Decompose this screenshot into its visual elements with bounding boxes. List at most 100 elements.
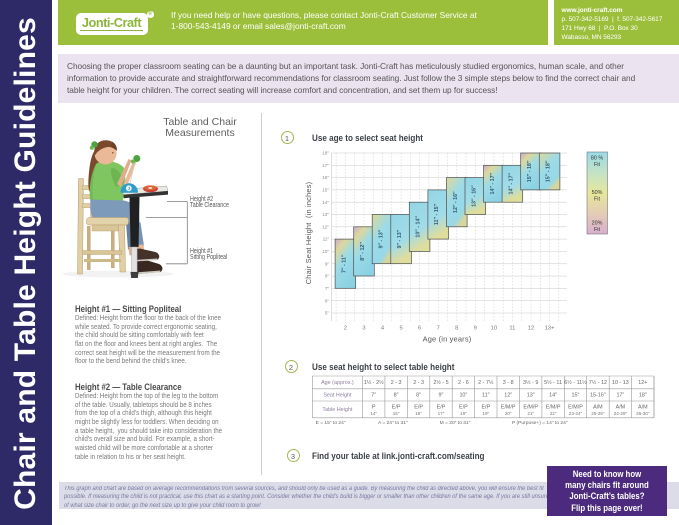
svg-text:17″: 17″ — [616, 393, 624, 399]
svg-text:14″: 14″ — [322, 200, 329, 205]
svg-text:3 - 8: 3 - 8 — [503, 380, 514, 386]
svg-text:E = 15″ to 24″: E = 15″ to 24″ — [316, 420, 346, 426]
svg-text:17″: 17″ — [322, 163, 329, 168]
svg-text:A = 24″ to 31″: A = 24″ to 31″ — [378, 420, 408, 426]
svg-text:6: 6 — [418, 326, 421, 332]
svg-text:13+: 13+ — [545, 326, 555, 332]
svg-text:7″: 7″ — [325, 286, 330, 291]
svg-text:17″: 17″ — [438, 411, 445, 416]
svg-text:E/M/P: E/M/P — [501, 405, 516, 411]
svg-text:A/M: A/M — [616, 405, 626, 411]
svg-text:E/P: E/P — [481, 405, 490, 411]
svg-text:19″: 19″ — [482, 411, 489, 416]
svg-text:23-24″: 23-24″ — [569, 411, 583, 416]
svg-text:13″: 13″ — [527, 393, 535, 399]
svg-text:11″: 11″ — [323, 237, 330, 242]
svg-text:8″: 8″ — [416, 393, 421, 399]
svg-text:50%: 50% — [592, 190, 603, 196]
svg-text:80 %: 80 % — [591, 156, 603, 162]
svg-text:18″: 18″ — [460, 411, 467, 416]
svg-text:2 - 3: 2 - 3 — [391, 380, 402, 386]
svg-text:Seat Height: Seat Height — [323, 393, 352, 399]
svg-text:Chair Seat Height (in inches): Chair Seat Height (in inches) — [304, 182, 313, 285]
svg-text:15″ - 18″: 15″ - 18″ — [546, 160, 552, 182]
svg-text:12: 12 — [528, 326, 534, 332]
svg-text:8″: 8″ — [325, 274, 330, 279]
svg-text:E/P: E/P — [459, 405, 468, 411]
svg-text:24-29″: 24-29″ — [614, 411, 628, 416]
svg-text:E/P: E/P — [437, 405, 446, 411]
svg-text:25-26″: 25-26″ — [591, 411, 605, 416]
svg-text:Table Height: Table Height — [322, 407, 352, 413]
svg-text:8″: 8″ — [394, 393, 399, 399]
svg-text:Age (in years): Age (in years) — [423, 335, 472, 344]
svg-text:11: 11 — [509, 326, 515, 332]
svg-text:A/M: A/M — [638, 405, 648, 411]
svg-text:E/P: E/P — [392, 405, 401, 411]
svg-text:15″: 15″ — [322, 188, 329, 193]
svg-text:18″: 18″ — [322, 151, 329, 156]
svg-text:8″ - 12″: 8″ - 12″ — [360, 242, 366, 261]
svg-text:11″ - 15″: 11″ - 15″ — [434, 203, 440, 225]
svg-text:2½ - 5: 2½ - 5 — [433, 379, 448, 386]
svg-text:18″: 18″ — [639, 393, 647, 399]
svg-text:10 - 13: 10 - 13 — [612, 380, 629, 386]
svg-text:5: 5 — [399, 326, 402, 332]
svg-text:14″: 14″ — [370, 411, 377, 416]
svg-text:J: J — [128, 186, 131, 191]
svg-text:15″: 15″ — [572, 393, 580, 399]
svg-text:3: 3 — [362, 326, 365, 332]
svg-text:A/M: A/M — [593, 405, 603, 411]
svg-text:M = 20″ to 31″: M = 20″ to 31″ — [440, 420, 471, 426]
svg-text:1½ - 2½: 1½ - 2½ — [364, 379, 384, 386]
svg-text:9″: 9″ — [439, 393, 444, 399]
svg-text:Fit: Fit — [594, 162, 600, 168]
svg-text:14″ - 17″: 14″ - 17″ — [508, 172, 514, 194]
svg-text:E/M/P: E/M/P — [523, 405, 538, 411]
svg-text:E/M/P: E/M/P — [546, 405, 561, 411]
svg-text:20%: 20% — [592, 221, 603, 227]
svg-text:Fit: Fit — [594, 227, 600, 233]
svg-text:21″: 21″ — [527, 411, 534, 416]
svg-text:3½ - 9: 3½ - 9 — [523, 379, 538, 386]
svg-text:9″ - 13″: 9″ - 13″ — [397, 229, 403, 248]
svg-text:6″: 6″ — [325, 298, 330, 303]
svg-text:13″ - 16″: 13″ - 16″ — [471, 185, 477, 207]
svg-text:10″ - 14″: 10″ - 14″ — [416, 216, 422, 238]
svg-text:2 - 7½: 2 - 7½ — [478, 379, 494, 386]
svg-text:15-16″: 15-16″ — [590, 393, 606, 399]
svg-text:8: 8 — [455, 326, 458, 332]
svg-text:7″: 7″ — [371, 393, 376, 399]
svg-text:P: P — [372, 405, 376, 411]
svg-text:7: 7 — [437, 326, 440, 332]
svg-text:12″: 12″ — [322, 224, 329, 229]
svg-text:11″: 11″ — [482, 393, 490, 399]
svg-text:9″: 9″ — [325, 261, 330, 266]
svg-text:5½ - 11: 5½ - 11 — [544, 379, 562, 386]
svg-text:9: 9 — [474, 326, 477, 332]
svg-text:2: 2 — [344, 326, 347, 332]
svg-text:10″: 10″ — [322, 249, 329, 254]
svg-text:Age (approx.): Age (approx.) — [321, 380, 354, 386]
svg-text:12+: 12+ — [638, 380, 647, 386]
svg-text:2 - 6: 2 - 6 — [458, 380, 469, 386]
svg-text:20″: 20″ — [505, 411, 512, 416]
svg-text:7½ - 12: 7½ - 12 — [589, 379, 607, 386]
svg-text:4: 4 — [381, 326, 385, 332]
svg-text:16″: 16″ — [322, 175, 329, 180]
svg-text:22″: 22″ — [550, 411, 557, 416]
svg-text:P (Purpose+) = 14″ to 24″: P (Purpose+) = 14″ to 24″ — [512, 420, 568, 426]
svg-text:14″ - 17″: 14″ - 17″ — [490, 172, 496, 194]
svg-text:2 - 3: 2 - 3 — [413, 380, 424, 386]
svg-text:26-30″: 26-30″ — [636, 411, 650, 416]
svg-text:16″: 16″ — [415, 411, 422, 416]
svg-text:7″ - 11″: 7″ - 11″ — [341, 254, 347, 273]
svg-text:15″ - 18″: 15″ - 18″ — [527, 160, 533, 182]
svg-text:Fit: Fit — [594, 197, 600, 203]
svg-text:5″: 5″ — [325, 311, 330, 316]
svg-text:10: 10 — [491, 326, 497, 332]
svg-text:6½ - 11½: 6½ - 11½ — [564, 379, 587, 386]
svg-text:15″: 15″ — [393, 411, 400, 416]
svg-text:E/M/P: E/M/P — [568, 405, 583, 411]
svg-text:12″: 12″ — [504, 393, 512, 399]
